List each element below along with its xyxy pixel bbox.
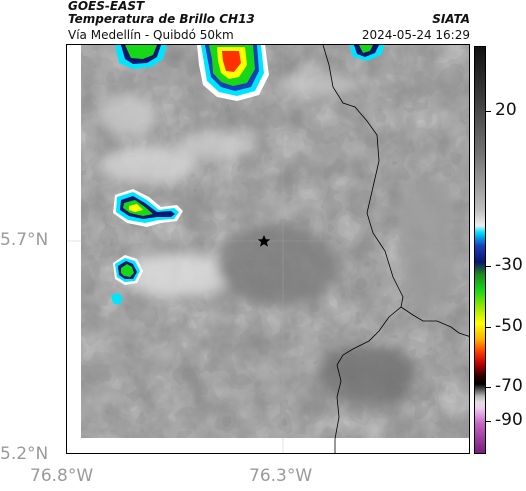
graticule	[67, 45, 469, 453]
colorbar-label: -90	[495, 410, 523, 430]
colorbar-label: -70	[495, 376, 523, 396]
latitude-label: 5.7°N	[0, 230, 49, 250]
colorbar-tick	[486, 387, 491, 388]
agency-label: SIATA	[432, 12, 470, 26]
colorbar-label: -50	[495, 316, 523, 336]
timestamp-label: 2024-05-24 16:29	[361, 28, 470, 42]
cloud-cell-mid-left	[113, 189, 183, 227]
cloud-cell-top-center	[197, 45, 269, 101]
colorbar-tick	[486, 327, 491, 328]
department-boundary-east	[400, 306, 469, 337]
cloud-cell-top-right	[349, 45, 385, 61]
longitude-label: 76.3°W	[249, 466, 313, 486]
cloud-cell-top-left	[115, 45, 167, 69]
cold-cloud-cells	[111, 45, 385, 305]
cloud-cell-small	[111, 293, 123, 305]
department-boundary	[322, 45, 404, 453]
colorbar-tick	[486, 421, 491, 422]
satellite-map[interactable]	[66, 44, 470, 454]
latitude-label: 5.2°N	[0, 444, 49, 464]
product-title: Temperatura de Brillo CH13	[68, 12, 255, 26]
colorbar	[474, 46, 486, 454]
colorbar-label: 20	[495, 100, 517, 120]
star-icon[interactable]	[257, 235, 271, 247]
route-label: Vía Medellín - Quibdó 50km	[68, 28, 234, 42]
cloud-cell-lower-left	[113, 255, 143, 285]
map-canvas	[67, 45, 469, 453]
colorbar-label: -30	[495, 255, 523, 275]
colorbar-tick	[486, 266, 491, 267]
brightness-temperature-field	[81, 45, 469, 438]
longitude-label: 76.8°W	[30, 466, 94, 486]
satellite-name: GOES-EAST	[68, 0, 145, 13]
colorbar-tick	[486, 111, 491, 112]
